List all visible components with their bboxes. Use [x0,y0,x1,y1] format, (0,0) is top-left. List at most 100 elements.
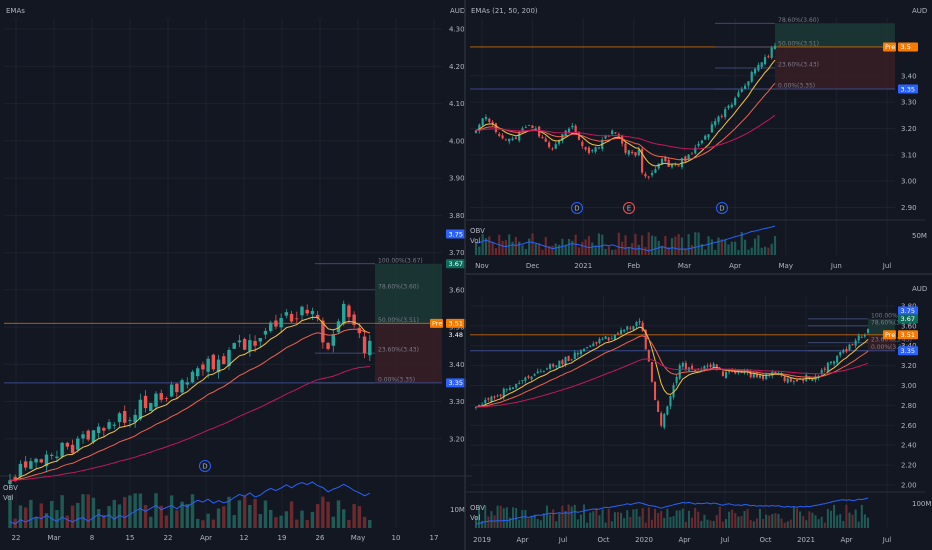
candle-body [714,121,717,126]
candle-body [734,97,737,105]
volume-bar [190,494,195,528]
candle-body [623,329,626,332]
volume-bar [571,240,574,255]
candle-body [536,371,539,374]
volume-bar [762,518,765,528]
volume-bar [678,510,681,528]
volume-bar [331,516,336,528]
candle-body [474,406,478,408]
candle-body [76,438,80,450]
top-right-chart[interactable]: 78.60%(3.60) 50.00%(3.51) 23.60%(3.43) 0.00… [466,7,927,270]
candle-body [211,354,216,370]
candle-body [499,394,502,396]
volume-bar [567,238,571,255]
volume-bar [474,241,478,255]
volume-bar [528,238,531,255]
volume-bar [284,511,289,528]
x-tick-label: Apr [840,536,852,544]
bottom-right-chart[interactable]: 100.00%(3.678.60%(3.60) 23.60%(3.43)0.00%… [466,285,931,544]
top-right-candles [474,42,777,180]
fib-label: 100.00%(3.6 [871,312,910,319]
candle-body [558,360,561,368]
volume-bar [13,518,17,528]
volume-bar [39,503,44,528]
candle-body [744,85,747,89]
volume-bar [488,236,491,255]
pre-price-label: 3.51 [901,331,915,339]
y-tick-label: 2.80 [901,402,917,410]
candle-body [284,312,289,316]
volume-bar [621,241,624,255]
volume-bar [481,234,484,255]
volume-bar [44,513,49,528]
candle-body [786,378,789,383]
candle-body [143,395,148,409]
obv-line [9,481,371,525]
candle-body [524,127,527,128]
candle-body [279,317,283,328]
volume-bar [740,231,743,255]
volume-bar [65,515,70,528]
candle-body [258,337,263,342]
candle-body [549,364,552,369]
volume-bar [697,511,700,528]
volume-bar [687,510,690,528]
y-tick-label: 2.40 [901,442,917,450]
candle-body [512,387,515,389]
candle-body [547,142,551,148]
y-tick-label: 3.60 [901,322,917,330]
volume-bar [774,513,777,528]
candle-body [675,376,678,384]
volume-bar [547,246,551,255]
volume-bar [206,513,210,528]
volume-bar [737,249,740,255]
candle-body [583,348,586,352]
left-grid [0,18,472,528]
volume-bar [744,239,747,255]
candle-body [574,125,577,134]
volume-bar [549,514,552,528]
x-tick-label: 17 [430,534,439,542]
pre-price-bg [898,42,918,52]
candle-body [589,345,592,347]
candle-body [326,342,330,349]
volume-bar [577,247,581,255]
candle-body [627,150,630,155]
candle-body [86,430,90,440]
top-right-fib-zone [775,23,895,90]
candle-body [300,306,304,316]
volume-bar [258,514,263,528]
price-tag-label: 3.35 [901,85,915,93]
volume-bar [789,519,792,528]
volume-bar [720,239,723,255]
candle-body [637,149,640,156]
left-candles [8,300,372,489]
price-tag-bg [898,306,918,316]
candle-body [644,329,647,350]
volume-bar [617,232,620,255]
y-tick-label: 3.20 [901,125,917,133]
price-tag-label: 3.35 [901,347,915,355]
pre-tag-label: Pre [432,320,442,328]
volume-bar [731,509,734,528]
candle-body [863,334,866,337]
volume-bar [185,503,190,528]
volume-bar [860,504,863,528]
candle-body [601,338,604,340]
price-tag-bg [446,229,466,239]
volume-bar [570,506,573,528]
bottom-right-grid [466,296,925,528]
volume-bar [531,233,534,255]
volume-bar [601,234,604,255]
pre-tag-label: Pre [885,43,895,51]
candle-body [657,401,660,412]
candle-body [527,376,530,378]
volume-bar [597,233,601,255]
candle-body [820,370,823,375]
candle-body [551,148,554,150]
x-tick-label: 26 [316,534,325,542]
candle-body [263,330,268,335]
left-chart[interactable]: 100.00%(3.67) 78.60%(3.60) 50.00%(3.51) 23.… [0,7,472,542]
fib-label: 78.60%(3.60) [378,283,419,290]
candle-body [848,344,851,350]
